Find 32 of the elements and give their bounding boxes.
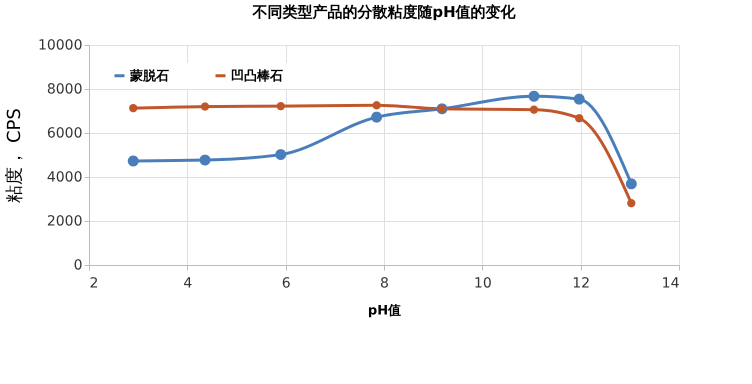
x-tick-label: 12 — [572, 276, 590, 292]
y-axis-title: 粘度， CPS — [4, 108, 25, 203]
chart-title: 不同类型产品的分散粘度随pH值的变化 — [251, 3, 517, 21]
point — [574, 94, 585, 105]
y-tick-label: 10000 — [38, 38, 82, 54]
point — [626, 178, 637, 190]
point — [627, 199, 636, 208]
point — [575, 114, 584, 122]
x-tick-label: 10 — [474, 276, 492, 292]
point — [528, 90, 540, 102]
x-tick-label: 14 — [662, 276, 680, 292]
legend-label: 凹凸棒石 — [231, 68, 283, 84]
y-tick-label: 0 — [74, 258, 82, 274]
point — [372, 101, 381, 110]
y-tick-label: 8000 — [46, 82, 82, 98]
point — [200, 102, 210, 111]
x-tick-label: 2 — [90, 276, 98, 292]
point — [276, 102, 285, 110]
point — [128, 155, 139, 166]
y-tick-label: 6000 — [46, 126, 82, 142]
point — [200, 154, 211, 166]
x-tick-label: 4 — [183, 276, 192, 292]
y-tick-label: 2000 — [46, 214, 82, 230]
point — [129, 104, 138, 112]
point — [530, 106, 538, 114]
x-tick-label: 6 — [282, 276, 291, 292]
x-axis-title: pH值 — [368, 304, 402, 318]
x-tick-label: 8 — [380, 276, 389, 292]
point — [275, 149, 286, 160]
point — [371, 112, 382, 123]
y-tick-label: 4000 — [46, 170, 82, 186]
legend-label: 蒙脱石 — [129, 68, 169, 84]
